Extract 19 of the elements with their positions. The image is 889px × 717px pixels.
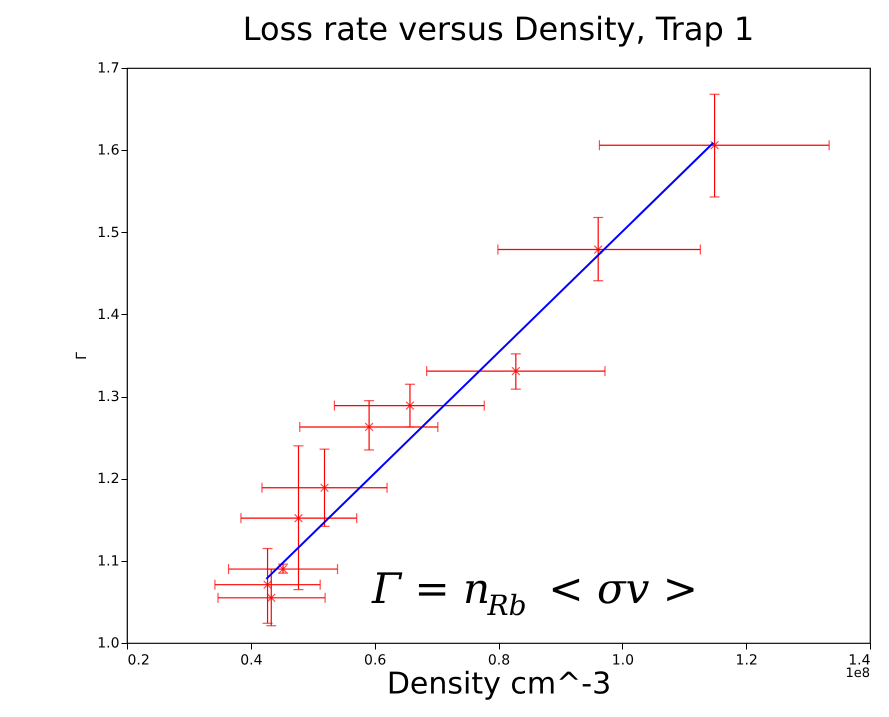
y-tick-label: 1.7 — [97, 60, 120, 76]
y-tick-label: 1.6 — [97, 142, 120, 159]
x-tick-label: 0.4 — [240, 652, 263, 668]
y-tick-label: 1.5 — [97, 224, 120, 241]
y-tick-label: 1.3 — [97, 389, 120, 406]
x-tick-label: 0.2 — [128, 652, 150, 668]
x-tick-label: 0.6 — [364, 652, 386, 668]
y-tick-label: 1.1 — [97, 553, 120, 570]
y-tick-label: 1.4 — [97, 306, 120, 323]
x-tick-label: 0.8 — [488, 652, 510, 668]
y-tick-label: 1.2 — [97, 471, 120, 488]
y-axis-title: Γ — [74, 352, 90, 360]
x-axis-title: Density cm^-3 — [386, 666, 612, 702]
chart-title: Loss rate versus Density, Trap 1 — [242, 10, 754, 48]
y-tick-label: 1.0 — [97, 636, 120, 652]
x-tick-label: 1.0 — [612, 652, 634, 668]
x-tick-label: 1.4 — [848, 652, 871, 668]
x-tick-label: 1.2 — [736, 652, 758, 668]
text: 1e8 — [845, 666, 870, 681]
